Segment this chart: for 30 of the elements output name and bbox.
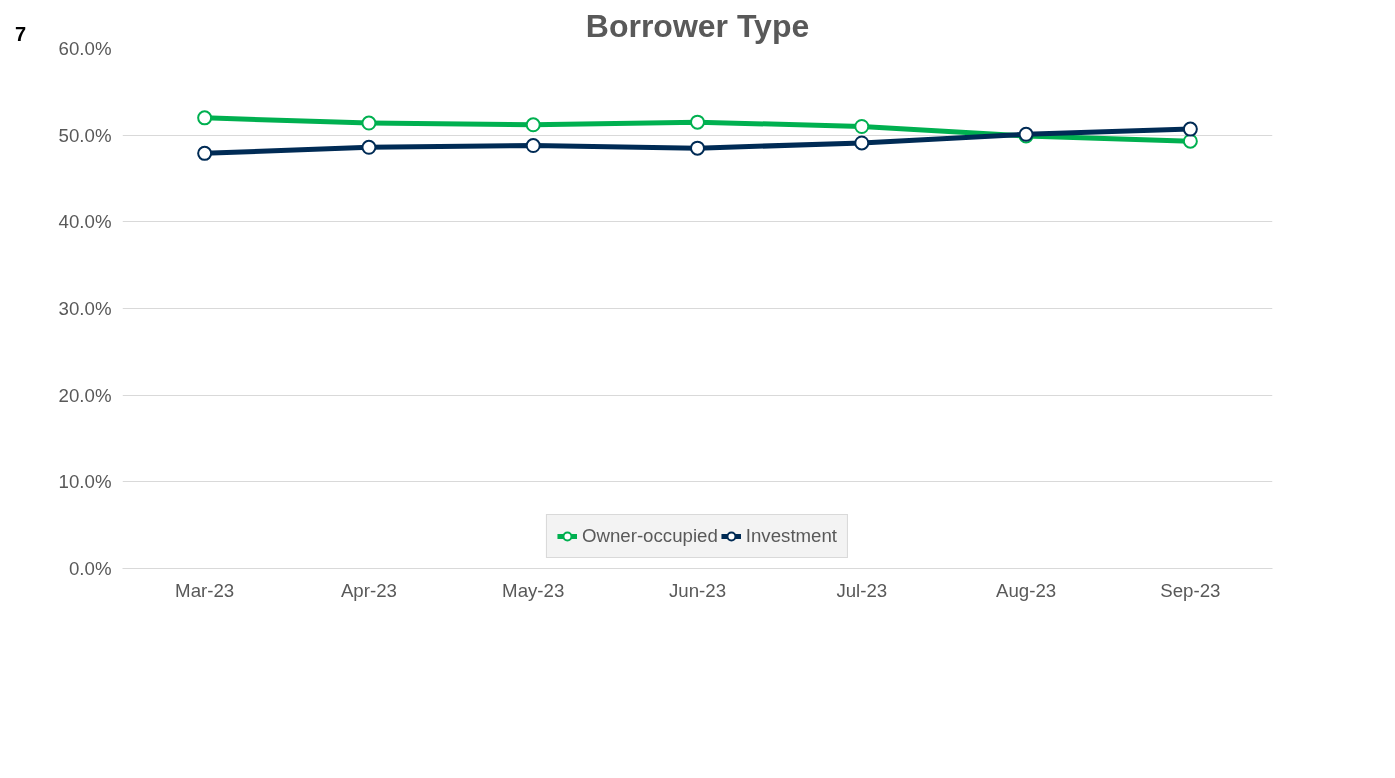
legend-label: Owner-occupied bbox=[581, 525, 718, 547]
y-tick-label: 50.0% bbox=[58, 124, 112, 146]
y-tick-label: 10.0% bbox=[58, 471, 112, 493]
legend-label: Investment bbox=[745, 525, 838, 547]
point bbox=[854, 119, 870, 134]
x-tick-label: Jul-23 bbox=[836, 579, 888, 601]
point bbox=[690, 114, 705, 130]
y-tick-label: 20.0% bbox=[58, 384, 112, 406]
x-tick-label: Mar-23 bbox=[175, 579, 235, 601]
text: 7 bbox=[15, 22, 27, 47]
point bbox=[854, 135, 870, 151]
point bbox=[361, 115, 377, 131]
point bbox=[1182, 121, 1198, 137]
x-tick-label: Jun-23 bbox=[668, 579, 727, 601]
point bbox=[197, 110, 213, 126]
x-tick-label: Apr-23 bbox=[340, 579, 397, 601]
point bbox=[525, 138, 541, 154]
x-tick-label: Sep-23 bbox=[1160, 579, 1221, 601]
point bbox=[361, 139, 377, 155]
y-tick-label: 0.0% bbox=[68, 558, 112, 579]
x-tick-label: May-23 bbox=[502, 579, 565, 601]
point bbox=[690, 140, 705, 156]
point bbox=[197, 145, 213, 161]
chart-title: Borrower Type bbox=[585, 7, 810, 44]
point bbox=[1182, 133, 1198, 149]
y-tick-label: 40.0% bbox=[58, 211, 112, 233]
y-tick-label: 60.0% bbox=[58, 38, 112, 59]
y-tick-label: 30.0% bbox=[58, 298, 112, 319]
point bbox=[525, 117, 541, 133]
x-tick-label: Aug-23 bbox=[995, 579, 1057, 601]
